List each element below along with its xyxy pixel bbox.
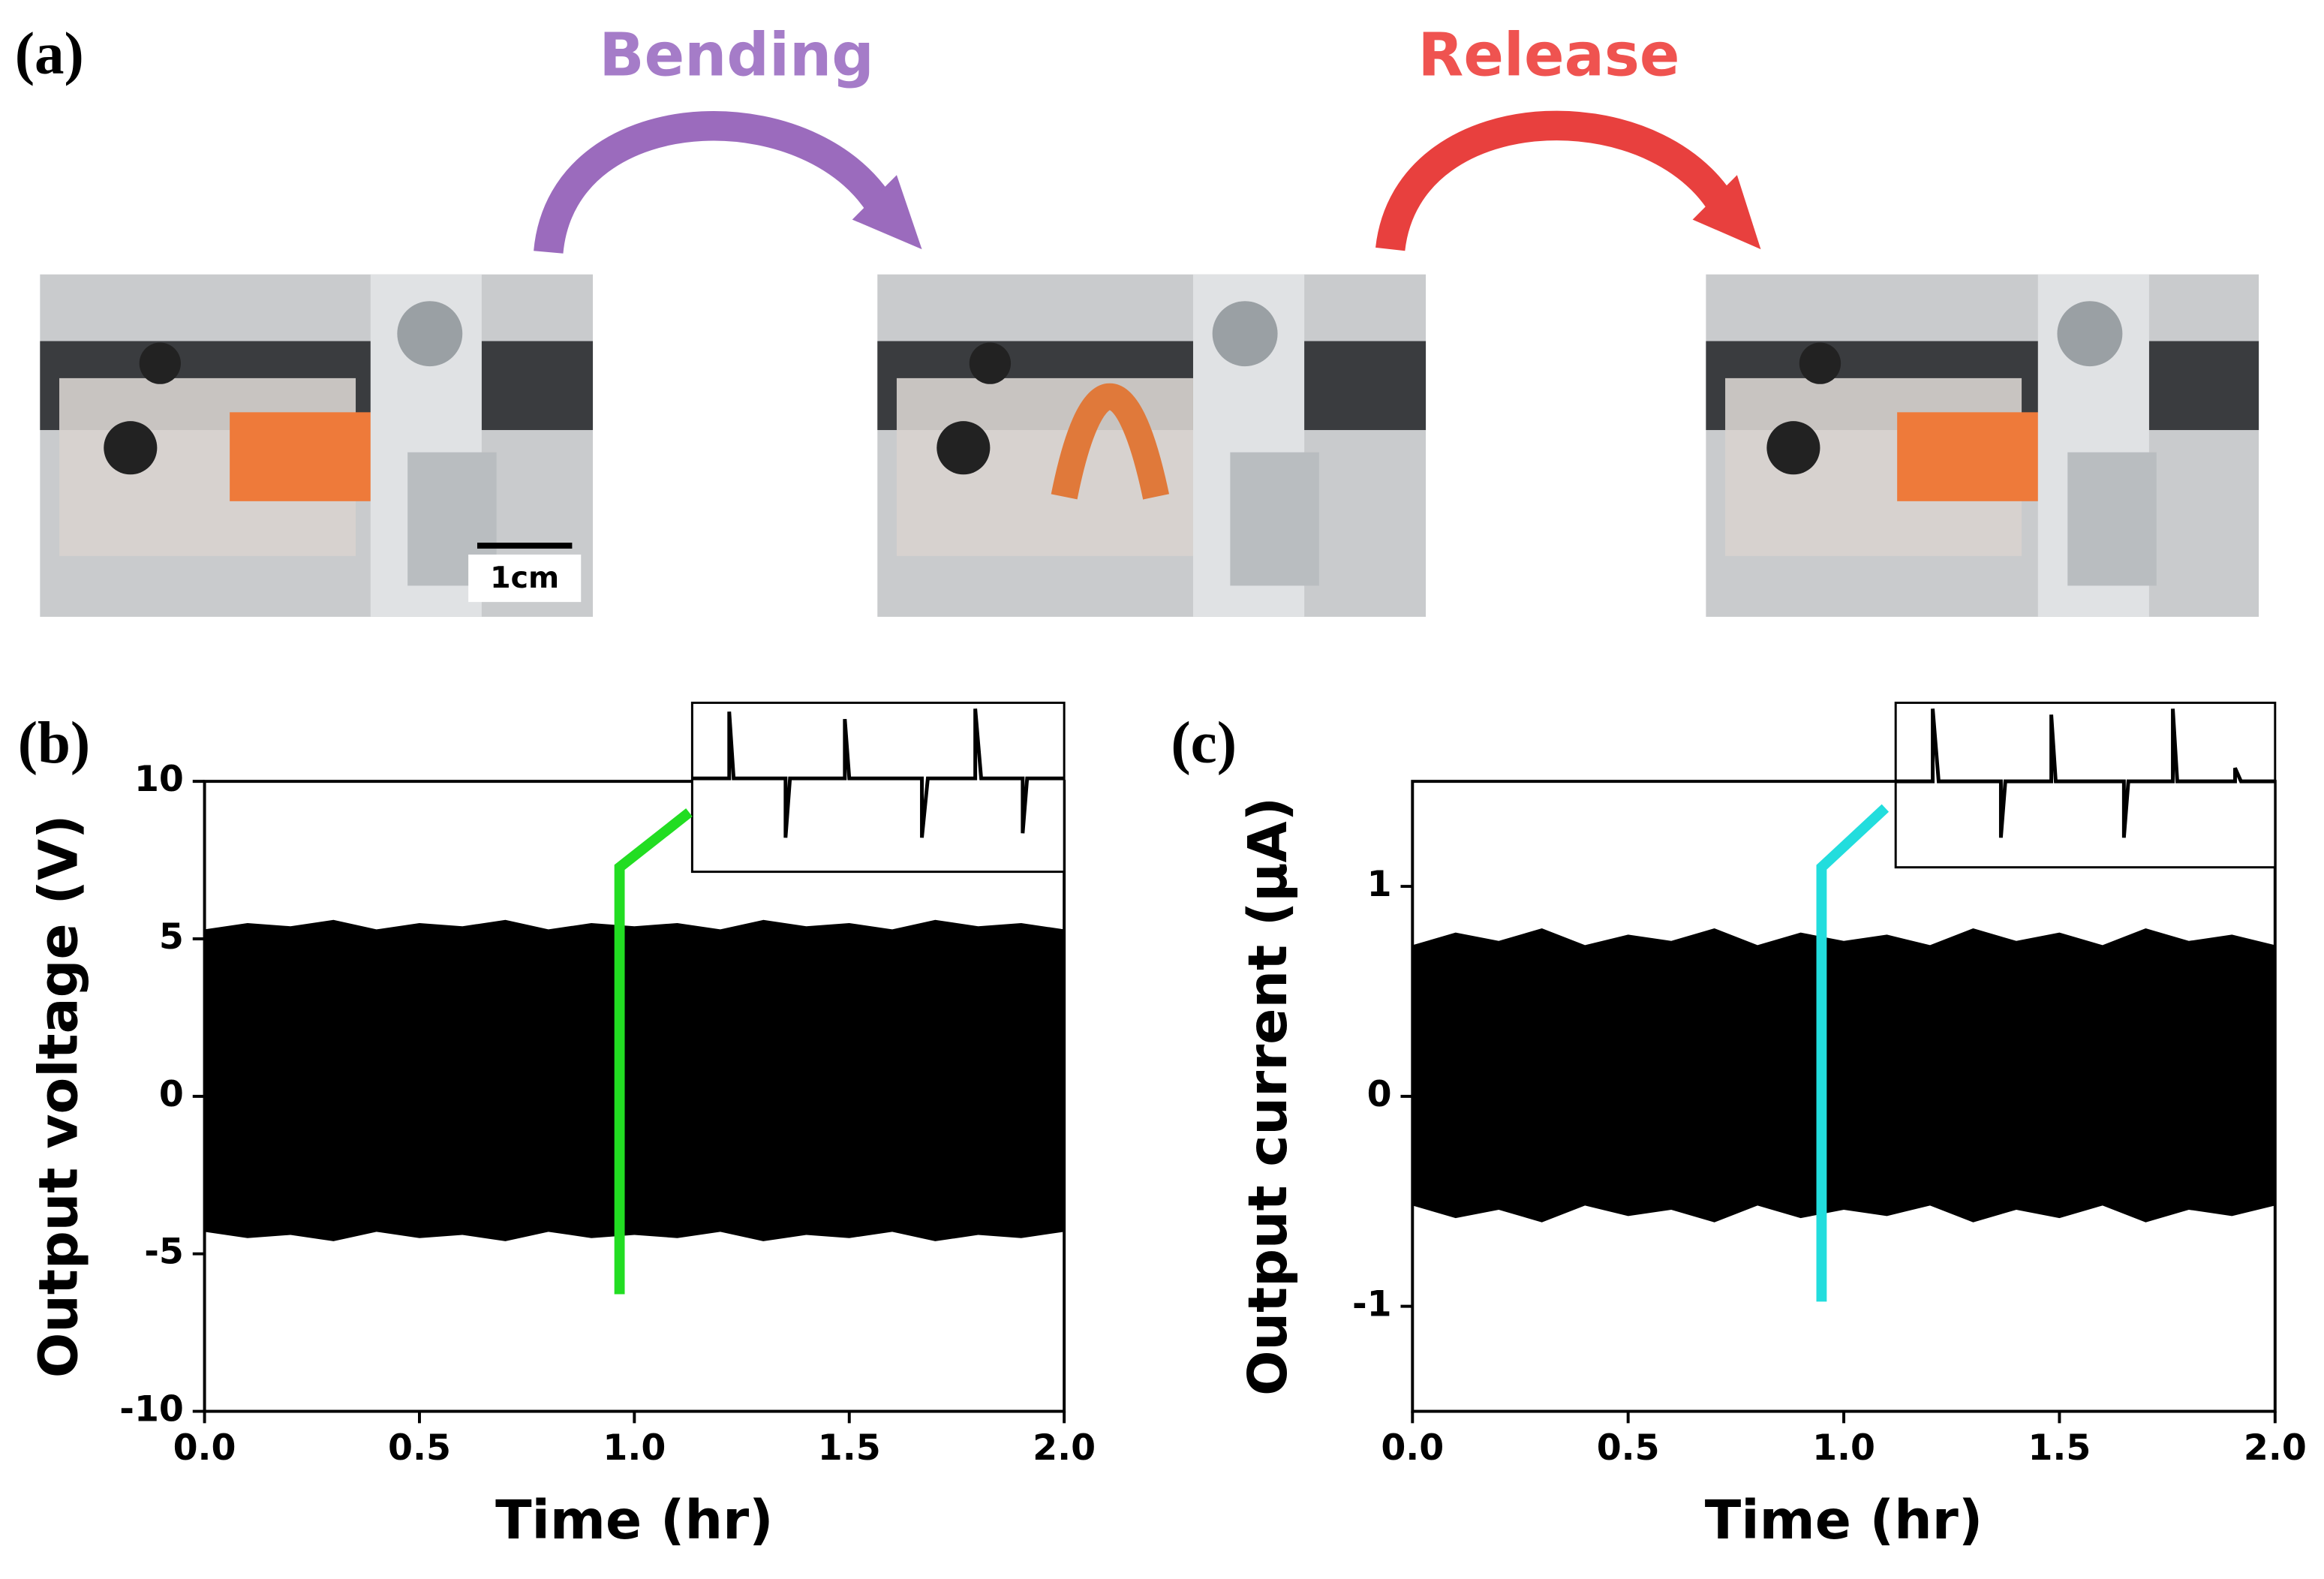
scale-bar-label: 1cm <box>490 561 559 595</box>
x-tick-label: 2.0 <box>2244 1427 2307 1469</box>
release-label: Release <box>1418 21 1680 90</box>
arrow-head <box>1692 175 1761 250</box>
x-axis-label: Time (hr) <box>495 1489 774 1551</box>
x-tick-label: 1.0 <box>1812 1427 1875 1469</box>
x-tick-label: 0.0 <box>1381 1427 1444 1469</box>
zoom-arrow <box>614 808 693 1295</box>
y-axis-label: Output voltage (V) <box>27 815 89 1379</box>
y-tick-label: -10 <box>119 1389 184 1430</box>
bending-label: Bending <box>599 21 873 90</box>
release-arrow <box>1375 110 1745 251</box>
x-tick-label: 0.5 <box>388 1427 451 1469</box>
signal-band <box>1412 928 2275 1223</box>
photo <box>1706 274 2259 617</box>
y-tick-label: -5 <box>144 1232 184 1273</box>
panel-label: (b) <box>18 711 91 776</box>
inset <box>690 701 1066 874</box>
x-tick-label: 1.5 <box>818 1427 881 1469</box>
y-tick-label: 0 <box>159 1074 184 1115</box>
y-tick-label: 1 <box>1367 864 1392 905</box>
y-axis-label: Output current (μA) <box>1237 797 1299 1396</box>
panel-label: (c) <box>1171 711 1237 776</box>
x-tick-label: 0.5 <box>1597 1427 1660 1469</box>
zoom-arrow <box>1816 804 1890 1302</box>
photo <box>877 274 1427 617</box>
x-tick-label: 1.0 <box>603 1427 666 1469</box>
y-tick-label: -1 <box>1352 1284 1392 1325</box>
y-tick-label: 10 <box>134 759 184 800</box>
x-tick-label: 2.0 <box>1033 1427 1096 1469</box>
y-tick-label: 0 <box>1367 1074 1392 1115</box>
y-tick-label: 5 <box>159 916 184 958</box>
x-tick-label: 0.0 <box>173 1427 236 1469</box>
x-axis-label: Time (hr) <box>1705 1489 1983 1551</box>
signal-band <box>204 919 1065 1241</box>
bending-arrow <box>534 111 903 254</box>
inset <box>1894 701 2277 869</box>
panel-label: (a) <box>15 21 84 86</box>
x-tick-label: 1.5 <box>2028 1427 2091 1469</box>
arrow-head <box>852 175 922 250</box>
photo: 1cm <box>40 274 594 617</box>
